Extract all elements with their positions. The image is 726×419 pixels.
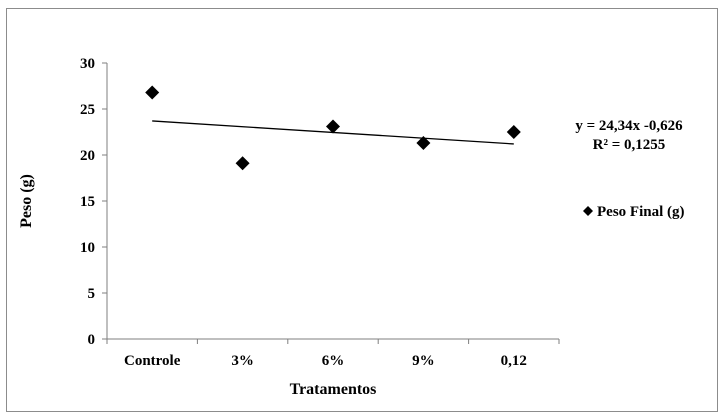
y-tick-label: 5 <box>88 286 96 302</box>
data-point-1 <box>235 156 250 171</box>
trendline-r-squared: R² = 0,1255 <box>593 137 666 153</box>
trendline-equation: y = 24,34x -0,626 <box>575 118 683 134</box>
data-point-0 <box>145 85 160 100</box>
y-tick-label: 15 <box>80 194 95 210</box>
data-point-4 <box>506 125 521 139</box>
y-tick-label: 30 <box>80 56 95 72</box>
y-axis-ticks <box>102 62 107 340</box>
x-axis-ticks <box>106 339 560 344</box>
chart-area: 0 5 10 15 20 25 30 Controle 3% 6% 9% 0,12 Tratamen… <box>6 8 718 412</box>
scatter-chart: 0 5 10 15 20 25 30 Controle 3% 6% 9% 0,12 Tratamen… <box>18 56 685 398</box>
x-tick-label: Controle <box>124 353 181 369</box>
x-tick-label: 6% <box>322 353 345 369</box>
x-axis-title: Tratamentos <box>290 381 377 398</box>
y-tick-label: 10 <box>80 240 95 256</box>
data-point-3 <box>416 136 431 151</box>
x-tick-label: 0,12 <box>501 353 527 369</box>
x-tick-label: 3% <box>231 353 254 369</box>
y-axis-title: Peso (g) <box>18 174 35 228</box>
x-tick-labels: Controle 3% 6% 9% 0,12 <box>124 353 527 369</box>
legend-marker-diamond <box>583 206 593 216</box>
data-point-2 <box>326 119 340 134</box>
x-tick-label: 9% <box>412 353 435 369</box>
legend: Peso Final (g) <box>583 204 685 220</box>
y-tick-label: 25 <box>80 102 95 118</box>
y-tick-labels: 0 5 10 15 20 25 30 <box>80 56 95 348</box>
y-tick-label: 20 <box>80 148 95 164</box>
legend-label: Peso Final (g) <box>597 204 685 220</box>
y-tick-label: 0 <box>88 332 96 348</box>
data-points <box>145 85 521 171</box>
